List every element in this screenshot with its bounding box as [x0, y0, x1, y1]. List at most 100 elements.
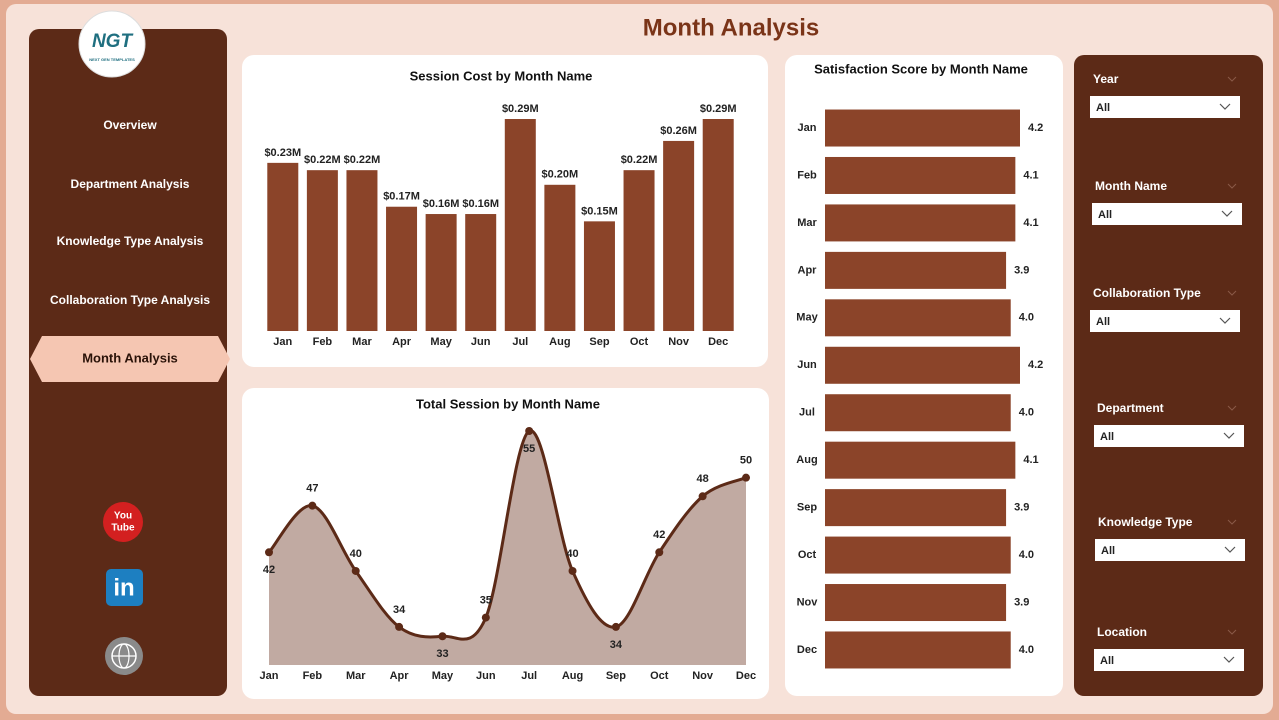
x-tick-label: May: [430, 336, 452, 348]
point: [438, 632, 447, 641]
x-tick-label: Aug: [562, 670, 583, 682]
bar: [825, 299, 1011, 337]
data-label: 47: [306, 483, 318, 495]
linkedin-icon[interactable]: [106, 569, 143, 606]
bar: [386, 206, 418, 331]
chevron: [1227, 290, 1237, 296]
bar: [623, 170, 655, 331]
bar: [346, 170, 378, 331]
point: [351, 566, 360, 575]
x-tick-label: Jan: [273, 336, 292, 348]
chevron: [1223, 432, 1235, 439]
bar: [825, 204, 1016, 242]
y-tick-label: Jan: [798, 122, 817, 134]
chart-title: Session Cost by Month Name: [410, 68, 593, 83]
chevron: [1223, 656, 1235, 663]
data-label: 4.2: [1028, 359, 1043, 371]
point: [265, 548, 273, 557]
nav-item[interactable]: Collaboration Type Analysis: [50, 293, 210, 307]
x-tick-label: Feb: [303, 670, 323, 682]
nav-item[interactable]: Overview: [103, 118, 157, 132]
dropdown-value: All: [1096, 102, 1110, 114]
y-tick-label: Apr: [798, 264, 818, 276]
dropdown[interactable]: [1095, 539, 1245, 561]
data-label: 35: [480, 595, 492, 607]
data-label: 42: [263, 564, 275, 576]
data-label: $0.22M: [344, 154, 381, 166]
filter-label: Year: [1093, 72, 1119, 86]
bar: [583, 221, 615, 331]
data-label: $0.20M: [542, 169, 579, 181]
data-label: $0.23M: [264, 147, 301, 159]
x-tick-label: Nov: [692, 670, 714, 682]
dropdown-value: All: [1098, 209, 1112, 221]
y-tick-label: Feb: [797, 169, 817, 181]
y-tick-label: Mar: [797, 217, 817, 229]
x-tick-label: Dec: [708, 336, 728, 348]
x-tick-label: Nov: [668, 336, 690, 348]
x-tick-label: Dec: [736, 670, 756, 682]
chart-title: Satisfaction Score by Month Name: [814, 61, 1028, 76]
bar: [825, 346, 1020, 384]
bar: [465, 214, 497, 331]
data-label: 50: [740, 455, 752, 467]
dropdown[interactable]: [1094, 425, 1244, 447]
filter-label: Month Name: [1095, 179, 1167, 193]
data-label: 4.1: [1023, 169, 1038, 181]
nav-item[interactable]: Month Analysis: [82, 350, 178, 365]
logo-subtext: NEXT GEN TEMPLATES: [89, 57, 135, 62]
data-label: 4.0: [1019, 549, 1034, 561]
logo-text: NGT: [92, 31, 134, 52]
point: [395, 622, 404, 631]
bar: [504, 119, 536, 331]
chevron: [1227, 405, 1237, 411]
data-label: 3.9: [1014, 264, 1029, 276]
x-tick-label: Apr: [392, 336, 412, 348]
bar: [825, 394, 1011, 432]
y-tick-label: Aug: [796, 454, 817, 466]
y-tick-label: Dec: [797, 644, 817, 656]
bar: [544, 184, 576, 331]
web-icon[interactable]: [105, 637, 143, 675]
dropdown[interactable]: [1094, 649, 1244, 671]
chevron: [1227, 629, 1237, 635]
bar: [825, 489, 1007, 527]
y-tick-label: Oct: [798, 549, 817, 561]
y-tick-label: Jun: [797, 359, 817, 371]
icon-text: You: [114, 511, 132, 522]
nav-item[interactable]: Department Analysis: [71, 177, 190, 191]
x-tick-label: Jul: [512, 336, 528, 348]
chevron: [1227, 183, 1237, 189]
data-label: 4.1: [1023, 454, 1038, 466]
point: [655, 548, 664, 557]
dropdown-value: All: [1096, 316, 1110, 328]
data-label: $0.22M: [304, 154, 341, 166]
logo: [78, 10, 146, 78]
chevron: [1227, 76, 1237, 82]
dropdown[interactable]: [1090, 96, 1240, 118]
dropdown-value: All: [1100, 431, 1114, 443]
data-label: $0.22M: [621, 154, 658, 166]
point: [525, 427, 534, 435]
nav-item[interactable]: Knowledge Type Analysis: [57, 234, 204, 248]
chevron: [1227, 519, 1237, 525]
youtube-icon[interactable]: [103, 502, 143, 542]
bar: [825, 156, 1016, 194]
chevron: [1224, 546, 1236, 553]
icon-text: Tube: [111, 523, 135, 534]
nav-active-bg: [30, 336, 230, 382]
data-label: 4.0: [1019, 407, 1034, 419]
x-tick-label: Jun: [471, 336, 491, 348]
point: [308, 501, 317, 510]
data-label: 55: [523, 443, 535, 455]
data-label: $0.16M: [423, 198, 460, 210]
dropdown[interactable]: [1090, 310, 1240, 332]
bar: [306, 170, 338, 331]
point: [698, 492, 707, 501]
x-tick-label: Jul: [521, 670, 537, 682]
filter-label: Department: [1097, 401, 1164, 415]
data-label: 34: [393, 604, 406, 616]
dropdown[interactable]: [1092, 203, 1242, 225]
x-tick-label: May: [432, 670, 454, 682]
